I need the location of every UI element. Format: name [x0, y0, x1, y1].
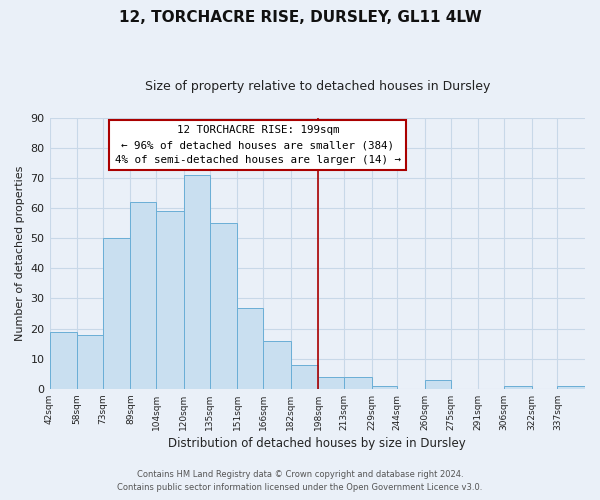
X-axis label: Distribution of detached houses by size in Dursley: Distribution of detached houses by size … [169, 437, 466, 450]
Bar [77, 334, 103, 389]
Bar [50, 332, 77, 389]
Bar [184, 175, 209, 389]
Bar [371, 386, 397, 389]
Text: Contains HM Land Registry data © Crown copyright and database right 2024.
Contai: Contains HM Land Registry data © Crown c… [118, 470, 482, 492]
Title: Size of property relative to detached houses in Dursley: Size of property relative to detached ho… [145, 80, 490, 93]
Bar [156, 211, 184, 389]
Bar [290, 364, 318, 389]
Bar [130, 202, 156, 389]
Bar [209, 223, 237, 389]
Bar [263, 340, 290, 389]
Bar [504, 386, 532, 389]
Bar [318, 377, 344, 389]
Text: 12, TORCHACRE RISE, DURSLEY, GL11 4LW: 12, TORCHACRE RISE, DURSLEY, GL11 4LW [119, 10, 481, 25]
Bar [237, 308, 263, 389]
Bar [344, 377, 371, 389]
Bar [557, 386, 585, 389]
Bar [425, 380, 451, 389]
Y-axis label: Number of detached properties: Number of detached properties [15, 166, 25, 341]
Bar [103, 238, 130, 389]
Text: 12 TORCHACRE RISE: 199sqm
← 96% of detached houses are smaller (384)
4% of semi-: 12 TORCHACRE RISE: 199sqm ← 96% of detac… [115, 126, 401, 165]
